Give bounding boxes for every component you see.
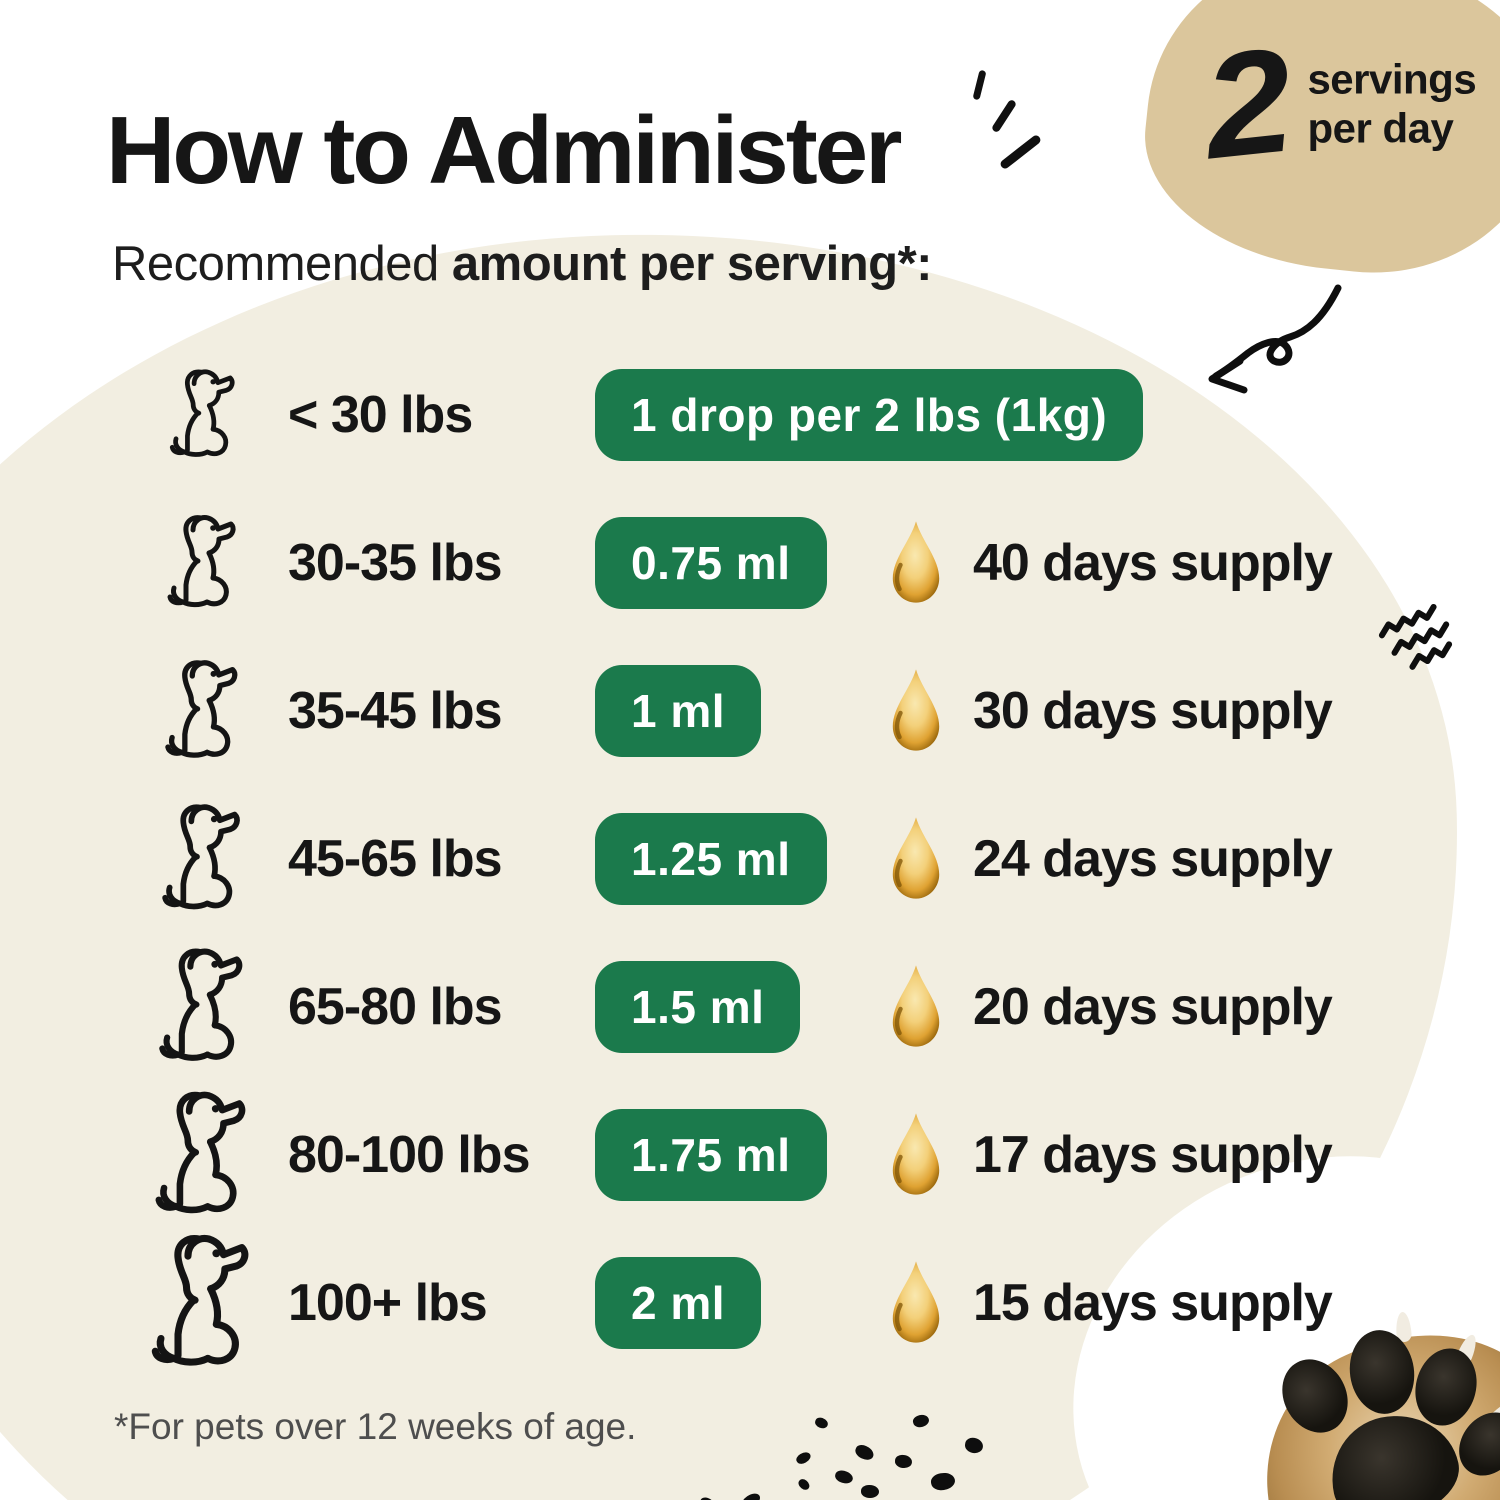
oil-drop-icon [887,1259,945,1347]
dog-paw-photo [1222,1288,1500,1500]
supply-group: 15 days supply [887,1259,1333,1347]
dosage-row: 30-35 lbs 0.75 ml 40 days supply [130,489,1475,637]
page-title: How to Administer [106,97,902,204]
subtitle-bold: amount per serving*: [451,237,933,291]
weight-label: < 30 lbs [288,386,473,444]
oil-drop-icon [887,815,945,903]
weight-label: 65-80 lbs [288,978,503,1036]
dosage-row: 65-80 lbs 1.5 ml 20 days supply [130,933,1475,1081]
supply-group: 40 days supply [887,519,1333,607]
dosage-row: 100+ lbs 2 ml 15 days supply [130,1229,1475,1377]
supply-group: 17 days supply [887,1111,1333,1199]
days-supply-label: 30 days supply [973,682,1333,740]
oil-drop-icon [887,519,945,607]
dosage-table: < 30 lbs 1 drop per 2 lbs (1kg) 30-35 lb… [130,341,1475,1377]
dose-pill: 0.75 ml [595,517,827,609]
dosage-row: 80-100 lbs 1.75 ml 17 days supply [130,1081,1475,1229]
supply-group: 24 days supply [887,815,1333,903]
weight-label: 100+ lbs [288,1274,488,1332]
oil-drop-icon [887,667,945,755]
dose-pill: 1 ml [595,665,762,757]
servings-label-line2: per day [1307,103,1454,151]
days-supply-label: 17 days supply [973,1126,1333,1184]
dose-pill: 1.5 ml [595,961,801,1053]
dog-icon [130,513,280,613]
days-supply-label: 24 days supply [973,830,1333,888]
weight-label: 30-35 lbs [288,534,503,592]
dosage-row: 35-45 lbs 1 ml 30 days supply [130,637,1475,785]
dose-pill: 1 drop per 2 lbs (1kg) [595,369,1144,461]
hand-drawn-arrow-icon [1208,284,1342,394]
dosage-row: 45-65 lbs 1.25 ml 24 days supply [130,785,1475,933]
subtitle-regular: Recommended [112,237,452,291]
zigzag-marks-icon [1378,603,1453,670]
weight-label: 35-45 lbs [288,682,503,740]
weight-label: 80-100 lbs [288,1126,530,1184]
dog-icon [130,1232,280,1374]
servings-label-line1: servings [1307,55,1477,103]
footnote: *For pets over 12 weeks of age. [114,1406,637,1447]
supply-group: 20 days supply [887,963,1333,1051]
supply-group: 30 days supply [887,667,1333,755]
days-supply-label: 15 days supply [973,1274,1333,1332]
servings-count: 2 [1196,17,1300,191]
days-supply-label: 20 days supply [973,978,1333,1036]
dog-icon [130,368,280,463]
oil-drop-icon [887,1111,945,1199]
dose-pill: 1.25 ml [595,813,827,905]
dosage-row: < 30 lbs 1 drop per 2 lbs (1kg) [130,341,1475,489]
dog-icon [130,946,280,1068]
subtitle: Recommended amount per serving*: [112,236,933,292]
servings-badge: 2 servings per day [1132,0,1500,291]
weight-label: 45-65 lbs [288,830,503,888]
days-supply-label: 40 days supply [973,534,1333,592]
dose-pill: 1.75 ml [595,1109,827,1201]
dose-pill: 2 ml [595,1257,762,1349]
dog-icon [130,658,280,764]
dog-icon [130,1089,280,1221]
oil-drop-icon [887,963,945,1051]
dog-icon [130,802,280,916]
servings-label: servings per day [1307,56,1476,153]
